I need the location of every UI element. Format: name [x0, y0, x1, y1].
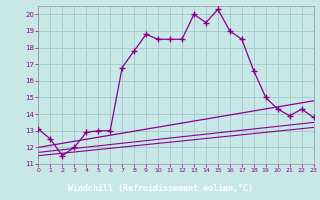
Text: Windchill (Refroidissement éolien,°C): Windchill (Refroidissement éolien,°C)	[68, 184, 252, 193]
